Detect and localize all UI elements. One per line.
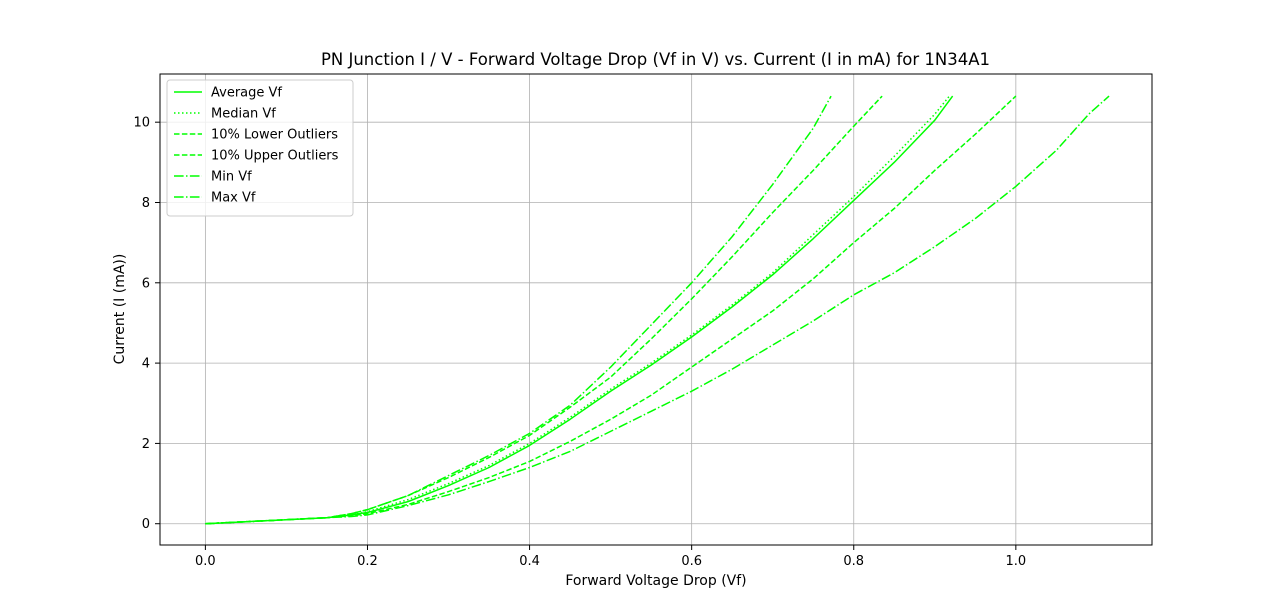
x-tick-label: 0.0 (195, 554, 216, 569)
x-tick-label: 0.4 (519, 554, 540, 569)
x-tick-label: 0.8 (843, 554, 864, 569)
x-tick-label: 1.0 (1005, 554, 1026, 569)
series-line-5 (205, 95, 1110, 525)
series-line-4 (205, 95, 883, 525)
legend-box (166, 79, 354, 217)
series-line-6 (205, 95, 832, 525)
y-tick-label: 2 (142, 437, 150, 452)
x-tick-label: 0.2 (357, 554, 378, 569)
x-axis-label: Forward Voltage Drop (Vf) (565, 573, 746, 589)
series-line-2 (205, 95, 950, 525)
y-tick-label: 10 (133, 116, 150, 131)
y-tick-label: 6 (142, 276, 150, 291)
ticks: 0.0 0.2 0.4 0.6 0.8 1.0 0 2 4 6 8 10 (133, 116, 1026, 569)
y-tick-label: 0 (142, 517, 150, 532)
legend-label: Max Vf (211, 191, 256, 206)
legend: Average Vf Median Vf 10% Lower Outliers 10%… (166, 79, 354, 217)
legend-label: Median Vf (211, 107, 276, 122)
legend-label: 10% Lower Outliers (211, 128, 338, 143)
y-tick-label: 4 (142, 357, 150, 372)
plot-frame (159, 73, 1153, 546)
series-layer (205, 95, 1110, 525)
legend-label: Average Vf (211, 86, 282, 101)
chart-title: PN Junction I / V - Forward Voltage Drop… (321, 50, 990, 69)
y-axis-label: Current (I (mA)) (112, 254, 128, 365)
y-tick-label: 8 (142, 196, 150, 211)
legend-label: Min Vf (211, 170, 252, 185)
legend-label: 10% Upper Outliers (211, 149, 339, 164)
series-line-3 (205, 95, 1017, 525)
x-tick-label: 0.6 (681, 554, 702, 569)
